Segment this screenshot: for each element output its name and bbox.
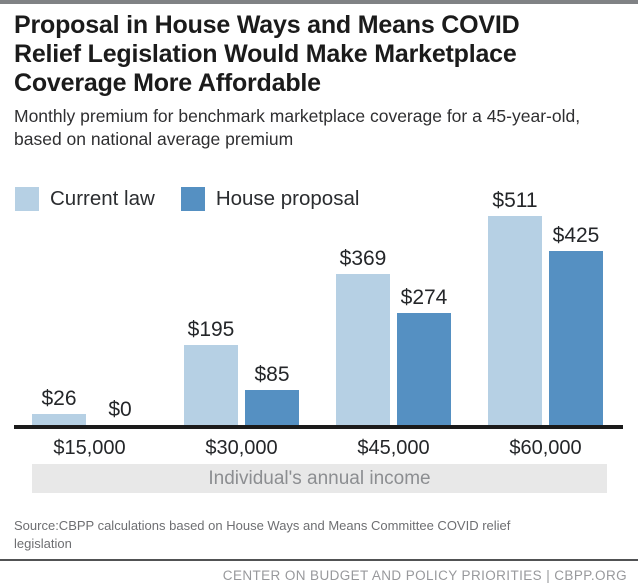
bar-value-label: $274 [400,286,448,309]
bar-value-label: $0 [108,398,132,421]
bar-house-proposal [549,251,603,425]
chart-subtitle-line-2: based on national average premium [14,129,294,149]
source-note: Source:CBPP calculations based on House … [14,517,624,553]
legend-swatch-house-proposal [180,187,205,211]
bar-value-label: $425 [552,224,600,247]
chart-title-line-2: Relief Legislation Would Make Marketplac… [14,40,517,68]
bar-current-law [32,414,86,425]
bar-house-proposal [245,390,299,425]
legend-swatch-current-law [15,187,39,211]
x-axis-label: $15,000 [53,437,126,459]
x-axis-label: $45,000 [357,437,430,459]
source-note-line-1: Source:CBPP calculations based on House … [14,518,511,533]
bar-value-label: $511 [492,189,538,212]
top-accent-bar [0,0,638,4]
chart-title-line-1: Proposal in House Ways and Means COVID [14,11,520,39]
x-axis-label: $60,000 [509,437,582,459]
x-axis-line [14,425,623,429]
bar-value-label: $85 [254,363,290,386]
bar-value-label: $369 [339,247,387,270]
source-note-line-2: legislation [14,536,72,551]
chart-title-line-3: Coverage More Affordable [14,69,321,97]
bar-house-proposal [397,313,451,425]
chart-subtitle: Monthly premium for benchmark marketplac… [14,105,624,151]
legend-label-current-law: Current law [50,187,155,210]
chart-legend: Current law House proposal [15,187,385,211]
legend-label-house-proposal: House proposal [215,187,360,210]
bar-value-label: $26 [41,387,77,410]
bar-current-law [184,345,238,425]
legend-item-current-law: Current law [15,187,155,211]
org-footer-text: CENTER ON BUDGET AND POLICY PRIORITIES |… [222,568,627,583]
x-axis-title-band: Individual's annual income [32,464,607,493]
footer-divider [0,559,638,561]
x-axis-label: $30,000 [205,437,278,459]
chart-subtitle-line-1: Monthly premium for benchmark marketplac… [14,106,581,126]
bar-current-law [336,274,390,425]
legend-item-house-proposal: House proposal [180,187,360,211]
bar-current-law [488,216,542,425]
bar-value-label: $195 [187,318,235,341]
chart-title: Proposal in House Ways and Means COVID R… [14,11,624,98]
x-axis-title: Individual's annual income [208,467,431,489]
